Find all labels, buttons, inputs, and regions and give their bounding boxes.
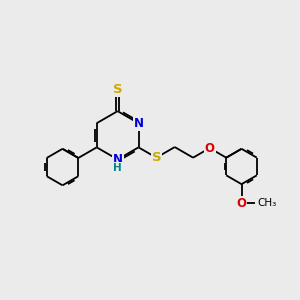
Text: H: H: [112, 163, 122, 173]
Text: N: N: [112, 153, 123, 166]
Text: N: N: [134, 117, 143, 130]
Text: S: S: [152, 151, 161, 164]
Text: S: S: [113, 83, 122, 96]
Text: CH₃: CH₃: [258, 198, 277, 208]
Text: O: O: [205, 142, 215, 154]
Text: O: O: [236, 197, 247, 210]
